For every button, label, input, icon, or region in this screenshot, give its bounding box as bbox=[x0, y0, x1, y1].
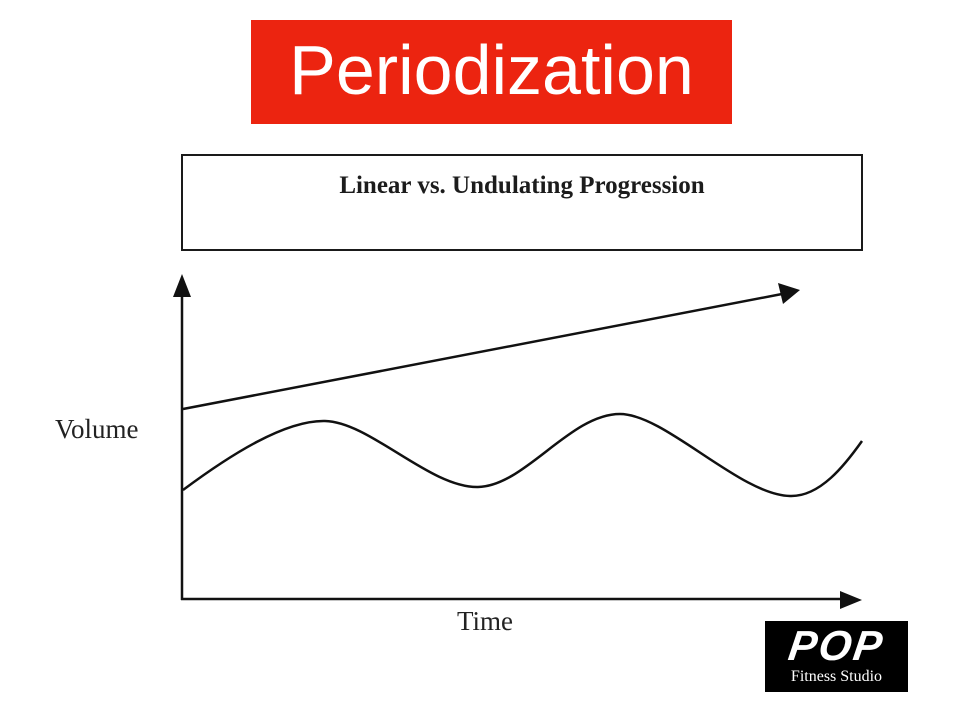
linear-arrowhead-icon bbox=[778, 283, 800, 304]
page-title: Periodization bbox=[289, 31, 694, 109]
logo-subtitle: Fitness Studio bbox=[790, 668, 883, 685]
x-axis-label: Time bbox=[457, 606, 514, 636]
y-axis-label: Volume bbox=[55, 414, 139, 444]
logo-brand: POP bbox=[785, 622, 888, 669]
linear-progression-line bbox=[182, 292, 783, 411]
chart-title: Linear vs. Undulating Progression bbox=[339, 172, 705, 199]
x-axis-arrowhead-icon bbox=[840, 591, 862, 609]
title-banner: Periodization bbox=[251, 20, 732, 124]
undulating-progression-curve bbox=[182, 412, 864, 498]
chart-title-box: Linear vs. Undulating Progression bbox=[181, 154, 863, 251]
y-axis-arrowhead-icon bbox=[173, 274, 191, 297]
brand-logo: POP Fitness Studio bbox=[765, 621, 908, 692]
